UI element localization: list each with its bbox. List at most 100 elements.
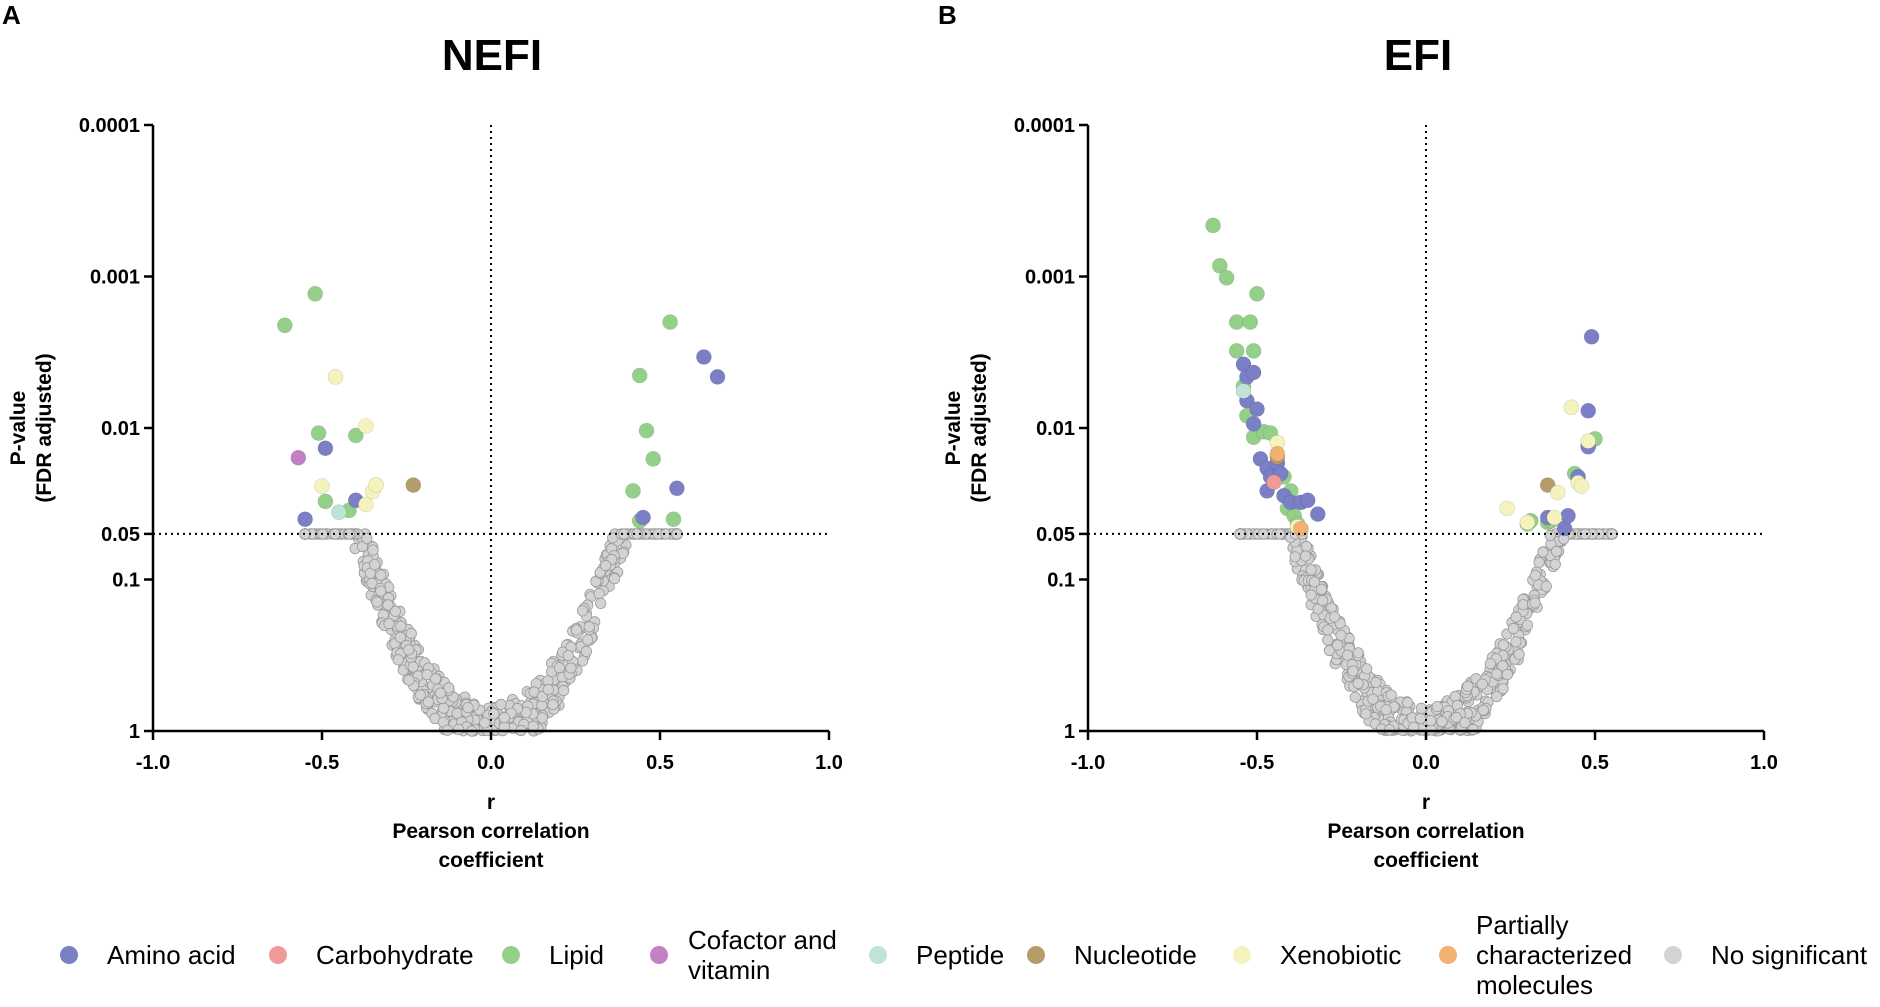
ns-point — [405, 627, 417, 640]
ns-point — [1491, 668, 1503, 680]
ns-point — [1329, 611, 1341, 623]
ns-point — [403, 674, 415, 686]
ns-point — [1431, 700, 1443, 713]
x-axis-label: r — [1422, 791, 1430, 814]
ns-point — [1380, 704, 1392, 716]
y-axis-label: (FDR adjusted) — [968, 353, 991, 502]
y-tick-label: 0.01 — [101, 418, 140, 440]
data-point — [1293, 520, 1309, 537]
data-point — [314, 478, 330, 494]
y-tick-label: 0.01 — [1036, 418, 1075, 440]
legend-marker — [869, 946, 887, 964]
data-point — [1212, 257, 1228, 274]
x-tick-label: -0.5 — [1240, 752, 1274, 774]
ns-point — [1385, 689, 1397, 701]
ns-point — [1476, 678, 1488, 690]
ns-point — [1312, 603, 1324, 615]
ns-point — [557, 684, 570, 697]
ns-point — [375, 585, 387, 597]
ns-point — [479, 717, 491, 729]
ns-point — [1322, 634, 1334, 646]
data-point — [331, 504, 347, 521]
ns-point — [1540, 580, 1552, 592]
ns-point — [1361, 663, 1373, 675]
data-point — [1519, 514, 1536, 531]
y-tick-label: 0.05 — [101, 524, 140, 546]
data-point — [1249, 401, 1265, 417]
ns-point — [462, 702, 474, 714]
panel-letter: B — [938, 0, 957, 30]
legend-marker — [1439, 946, 1457, 964]
ns-point — [1459, 717, 1471, 729]
series-carbohydrate — [1266, 474, 1282, 491]
ns-point — [1274, 528, 1286, 540]
ns-point — [1484, 658, 1497, 670]
ns-point — [452, 723, 465, 735]
ns-point — [608, 573, 621, 585]
x-tick-label: 0.5 — [646, 752, 674, 774]
series-partially-characterized-molecules — [1269, 445, 1309, 537]
ns-point — [367, 544, 379, 556]
legend-item-lipid: Lipid — [502, 940, 604, 970]
ns-point — [389, 605, 401, 617]
ns-point — [599, 559, 612, 572]
ns-point — [395, 620, 407, 632]
data-point — [669, 480, 685, 497]
ns-point — [553, 662, 566, 674]
ns-point — [495, 698, 507, 711]
ns-point — [581, 634, 594, 646]
ns-point — [392, 654, 404, 666]
ns-point — [437, 702, 450, 714]
data-point — [625, 483, 641, 499]
data-point — [1573, 478, 1590, 494]
series-amino-acid — [297, 349, 726, 528]
data-point — [696, 349, 712, 365]
data-point — [317, 440, 334, 457]
panel-a-nefi: A NEFI 0.0001 0.001 0.01 0.05 0.1 1 -1.0 -0.5 0.0 0… — [2, 0, 843, 872]
x-tick-label: 0.0 — [477, 752, 505, 774]
y-tick-label: 0.001 — [90, 267, 140, 289]
panel-letter: A — [2, 0, 21, 30]
series-lipid — [1205, 217, 1603, 532]
ns-point — [542, 683, 554, 696]
data-point — [1249, 285, 1265, 302]
y-tick-label: 0.0001 — [79, 115, 140, 137]
legend-marker — [650, 946, 668, 964]
series-xenobiotic — [1269, 399, 1596, 535]
y-tick-label: 0.05 — [1036, 524, 1075, 546]
ns-point — [429, 673, 442, 685]
data-point — [327, 369, 344, 385]
x-tick-label: 0.5 — [1581, 752, 1609, 774]
ns-point — [1549, 558, 1561, 570]
ns-point — [576, 655, 589, 667]
data-point — [1269, 445, 1286, 462]
x-tick-label: 0.0 — [1412, 752, 1440, 774]
ns-point — [488, 708, 500, 720]
data-point — [405, 477, 422, 493]
ns-point — [1436, 715, 1448, 728]
data-point — [1205, 217, 1221, 234]
ns-point — [1308, 576, 1320, 588]
legend-label: Amino acid — [107, 940, 236, 970]
data-point — [1235, 383, 1252, 399]
ns-point — [299, 528, 311, 540]
data-point — [317, 493, 334, 510]
series-xenobiotic — [314, 369, 384, 513]
x-tick-label: -0.5 — [305, 752, 339, 774]
ns-point — [595, 597, 607, 610]
y-tick-label: 0.1 — [1047, 570, 1075, 592]
ns-point — [1510, 636, 1522, 648]
ns-point — [1529, 569, 1542, 581]
ns-point — [1360, 708, 1372, 720]
ns-point — [1450, 711, 1462, 724]
data-point — [1245, 343, 1262, 359]
x-axis-label: Pearson correlation — [1327, 820, 1524, 843]
x-tick-label: -1.0 — [1071, 752, 1105, 774]
legend-label: Nucleotide — [1074, 940, 1197, 970]
ns-point — [1491, 690, 1503, 703]
data-point — [631, 367, 648, 384]
ns-point — [1477, 704, 1490, 716]
data-point — [347, 427, 364, 444]
